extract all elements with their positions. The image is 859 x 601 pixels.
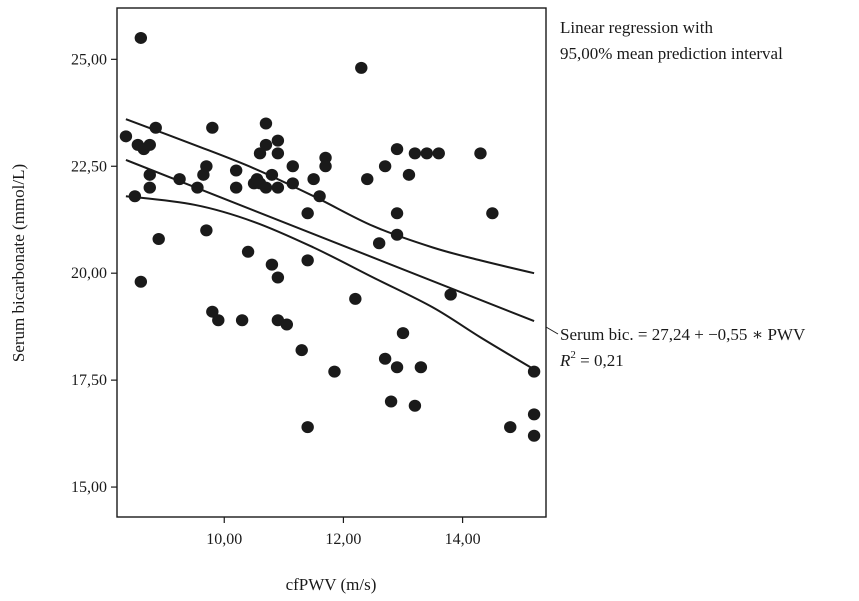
data-point	[307, 173, 320, 186]
equation-leader-line	[545, 326, 559, 335]
data-point	[396, 327, 410, 340]
data-point	[444, 288, 457, 301]
data-point	[271, 134, 285, 147]
data-point	[259, 181, 273, 194]
regression-line	[125, 159, 535, 323]
y-axis: 15,00 17,50 20,00 22,50 25,00	[71, 51, 117, 496]
data-point	[271, 147, 285, 160]
data-point	[286, 177, 299, 190]
data-point	[313, 190, 326, 203]
data-point	[319, 151, 332, 164]
data-point	[390, 207, 404, 220]
data-point	[119, 130, 133, 143]
data-point	[378, 160, 392, 173]
data-point	[271, 181, 285, 194]
data-point	[301, 421, 314, 434]
data-point	[504, 421, 517, 434]
data-point	[408, 399, 422, 412]
data-point	[301, 254, 314, 267]
data-point	[408, 147, 422, 160]
x-tick-label: 12,00	[325, 531, 361, 548]
data-point	[402, 168, 416, 181]
data-point	[241, 245, 255, 258]
data-point	[143, 181, 156, 194]
regression-equation: Serum bic. = 27,24 + −0,55 ∗ PWV	[560, 325, 806, 344]
data-point	[280, 318, 294, 331]
data-point	[432, 147, 445, 160]
data-point	[390, 143, 404, 156]
y-tick-label: 15,00	[71, 479, 107, 496]
r-squared: R2 = 0,21	[559, 349, 624, 370]
y-tick-label: 22,50	[71, 158, 107, 175]
data-point	[134, 275, 148, 288]
r-squared-symbol: R	[559, 351, 571, 370]
x-tick-label: 14,00	[445, 531, 481, 548]
data-point	[152, 232, 165, 245]
data-point	[390, 361, 404, 374]
data-point	[235, 314, 249, 327]
data-point	[295, 344, 308, 357]
data-point	[420, 147, 434, 160]
data-point	[265, 258, 279, 271]
interval-title-line1: Linear regression with	[560, 18, 713, 37]
data-point	[361, 173, 374, 186]
data-point	[206, 121, 219, 134]
y-tick-label: 20,00	[71, 265, 107, 282]
data-point	[384, 395, 398, 408]
data-point	[143, 168, 156, 181]
data-point	[355, 61, 368, 74]
r-squared-exponent: 2	[570, 349, 576, 361]
data-point	[527, 429, 541, 442]
data-point	[200, 224, 213, 237]
data-point	[301, 207, 314, 220]
data-point	[378, 352, 392, 365]
data-point	[253, 147, 267, 160]
data-point	[206, 305, 219, 318]
data-point	[486, 207, 499, 220]
data-point	[372, 237, 386, 250]
data-point	[143, 138, 156, 151]
data-point	[349, 292, 362, 305]
x-axis: 10,00 12,00 14,00	[206, 517, 481, 548]
data-point	[259, 138, 273, 151]
data-point	[319, 160, 332, 173]
data-point	[259, 117, 273, 130]
prediction-interval-upper	[125, 118, 535, 275]
interval-title-line2: 95,00% mean prediction interval	[560, 44, 783, 63]
y-tick-label: 17,50	[71, 372, 107, 389]
data-point	[200, 160, 213, 173]
data-point	[134, 31, 148, 44]
data-point	[212, 314, 225, 327]
data-point	[271, 271, 285, 284]
x-tick-label: 10,00	[206, 531, 242, 548]
y-axis-title: Serum bicarbonate (mmol/L)	[9, 164, 28, 362]
data-point	[328, 365, 341, 378]
data-point	[474, 147, 487, 160]
data-point	[286, 160, 299, 173]
data-points	[119, 31, 541, 442]
data-point	[229, 181, 243, 194]
r-squared-value: = 0,21	[576, 351, 624, 370]
y-tick-label: 25,00	[71, 51, 107, 68]
data-point	[527, 408, 541, 421]
x-axis-title: cfPWV (m/s)	[286, 575, 377, 594]
data-point	[414, 361, 428, 374]
regression-lines	[125, 118, 535, 371]
prediction-interval-lower	[125, 195, 535, 371]
plot-frame	[116, 7, 547, 518]
data-point	[229, 164, 243, 177]
